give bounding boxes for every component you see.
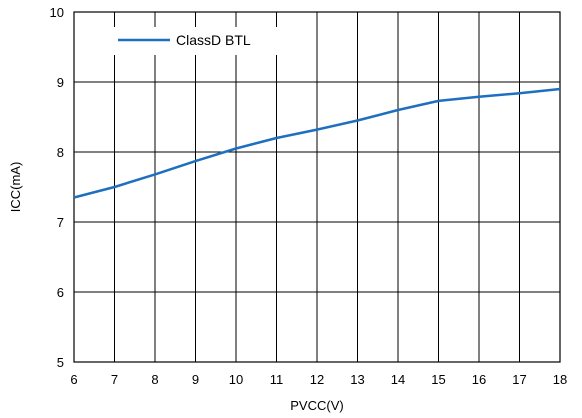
y-axis-title: ICC(mA): [8, 162, 23, 213]
x-tick-label: 9: [192, 372, 199, 387]
y-tick-label: 9: [57, 75, 64, 90]
x-tick-label: 6: [70, 372, 77, 387]
x-tick-labels: 6 7 8 9 10 11 12 13 14 15 16 17 18: [70, 372, 567, 387]
x-tick-label: 10: [229, 372, 243, 387]
series-line: [73, 87, 561, 199]
legend-label: ClassD BTL: [176, 32, 251, 48]
series-layer: [73, 87, 561, 199]
y-tick-label: 5: [57, 355, 64, 370]
x-tick-label: 11: [270, 372, 284, 387]
grid: [74, 12, 560, 362]
x-tick-label: 13: [350, 372, 364, 387]
x-tick-label: 17: [512, 372, 526, 387]
x-tick-label: 14: [391, 372, 405, 387]
y-tick-label: 6: [57, 285, 64, 300]
y-tick-label: 7: [57, 215, 64, 230]
x-tick-label: 18: [553, 372, 567, 387]
y-tick-labels: 5 6 7 8 9 10: [50, 5, 64, 370]
x-tick-label: 15: [431, 372, 445, 387]
y-tick-label: 10: [50, 5, 64, 20]
x-tick-label: 8: [151, 372, 158, 387]
x-tick-label: 7: [111, 372, 118, 387]
x-tick-label: 16: [472, 372, 486, 387]
x-axis-title: PVCC(V): [290, 398, 343, 413]
legend: ClassD BTL: [112, 27, 284, 55]
y-tick-label: 8: [57, 145, 64, 160]
plot-frame: [73, 11, 561, 363]
x-tick-label: 12: [310, 372, 324, 387]
